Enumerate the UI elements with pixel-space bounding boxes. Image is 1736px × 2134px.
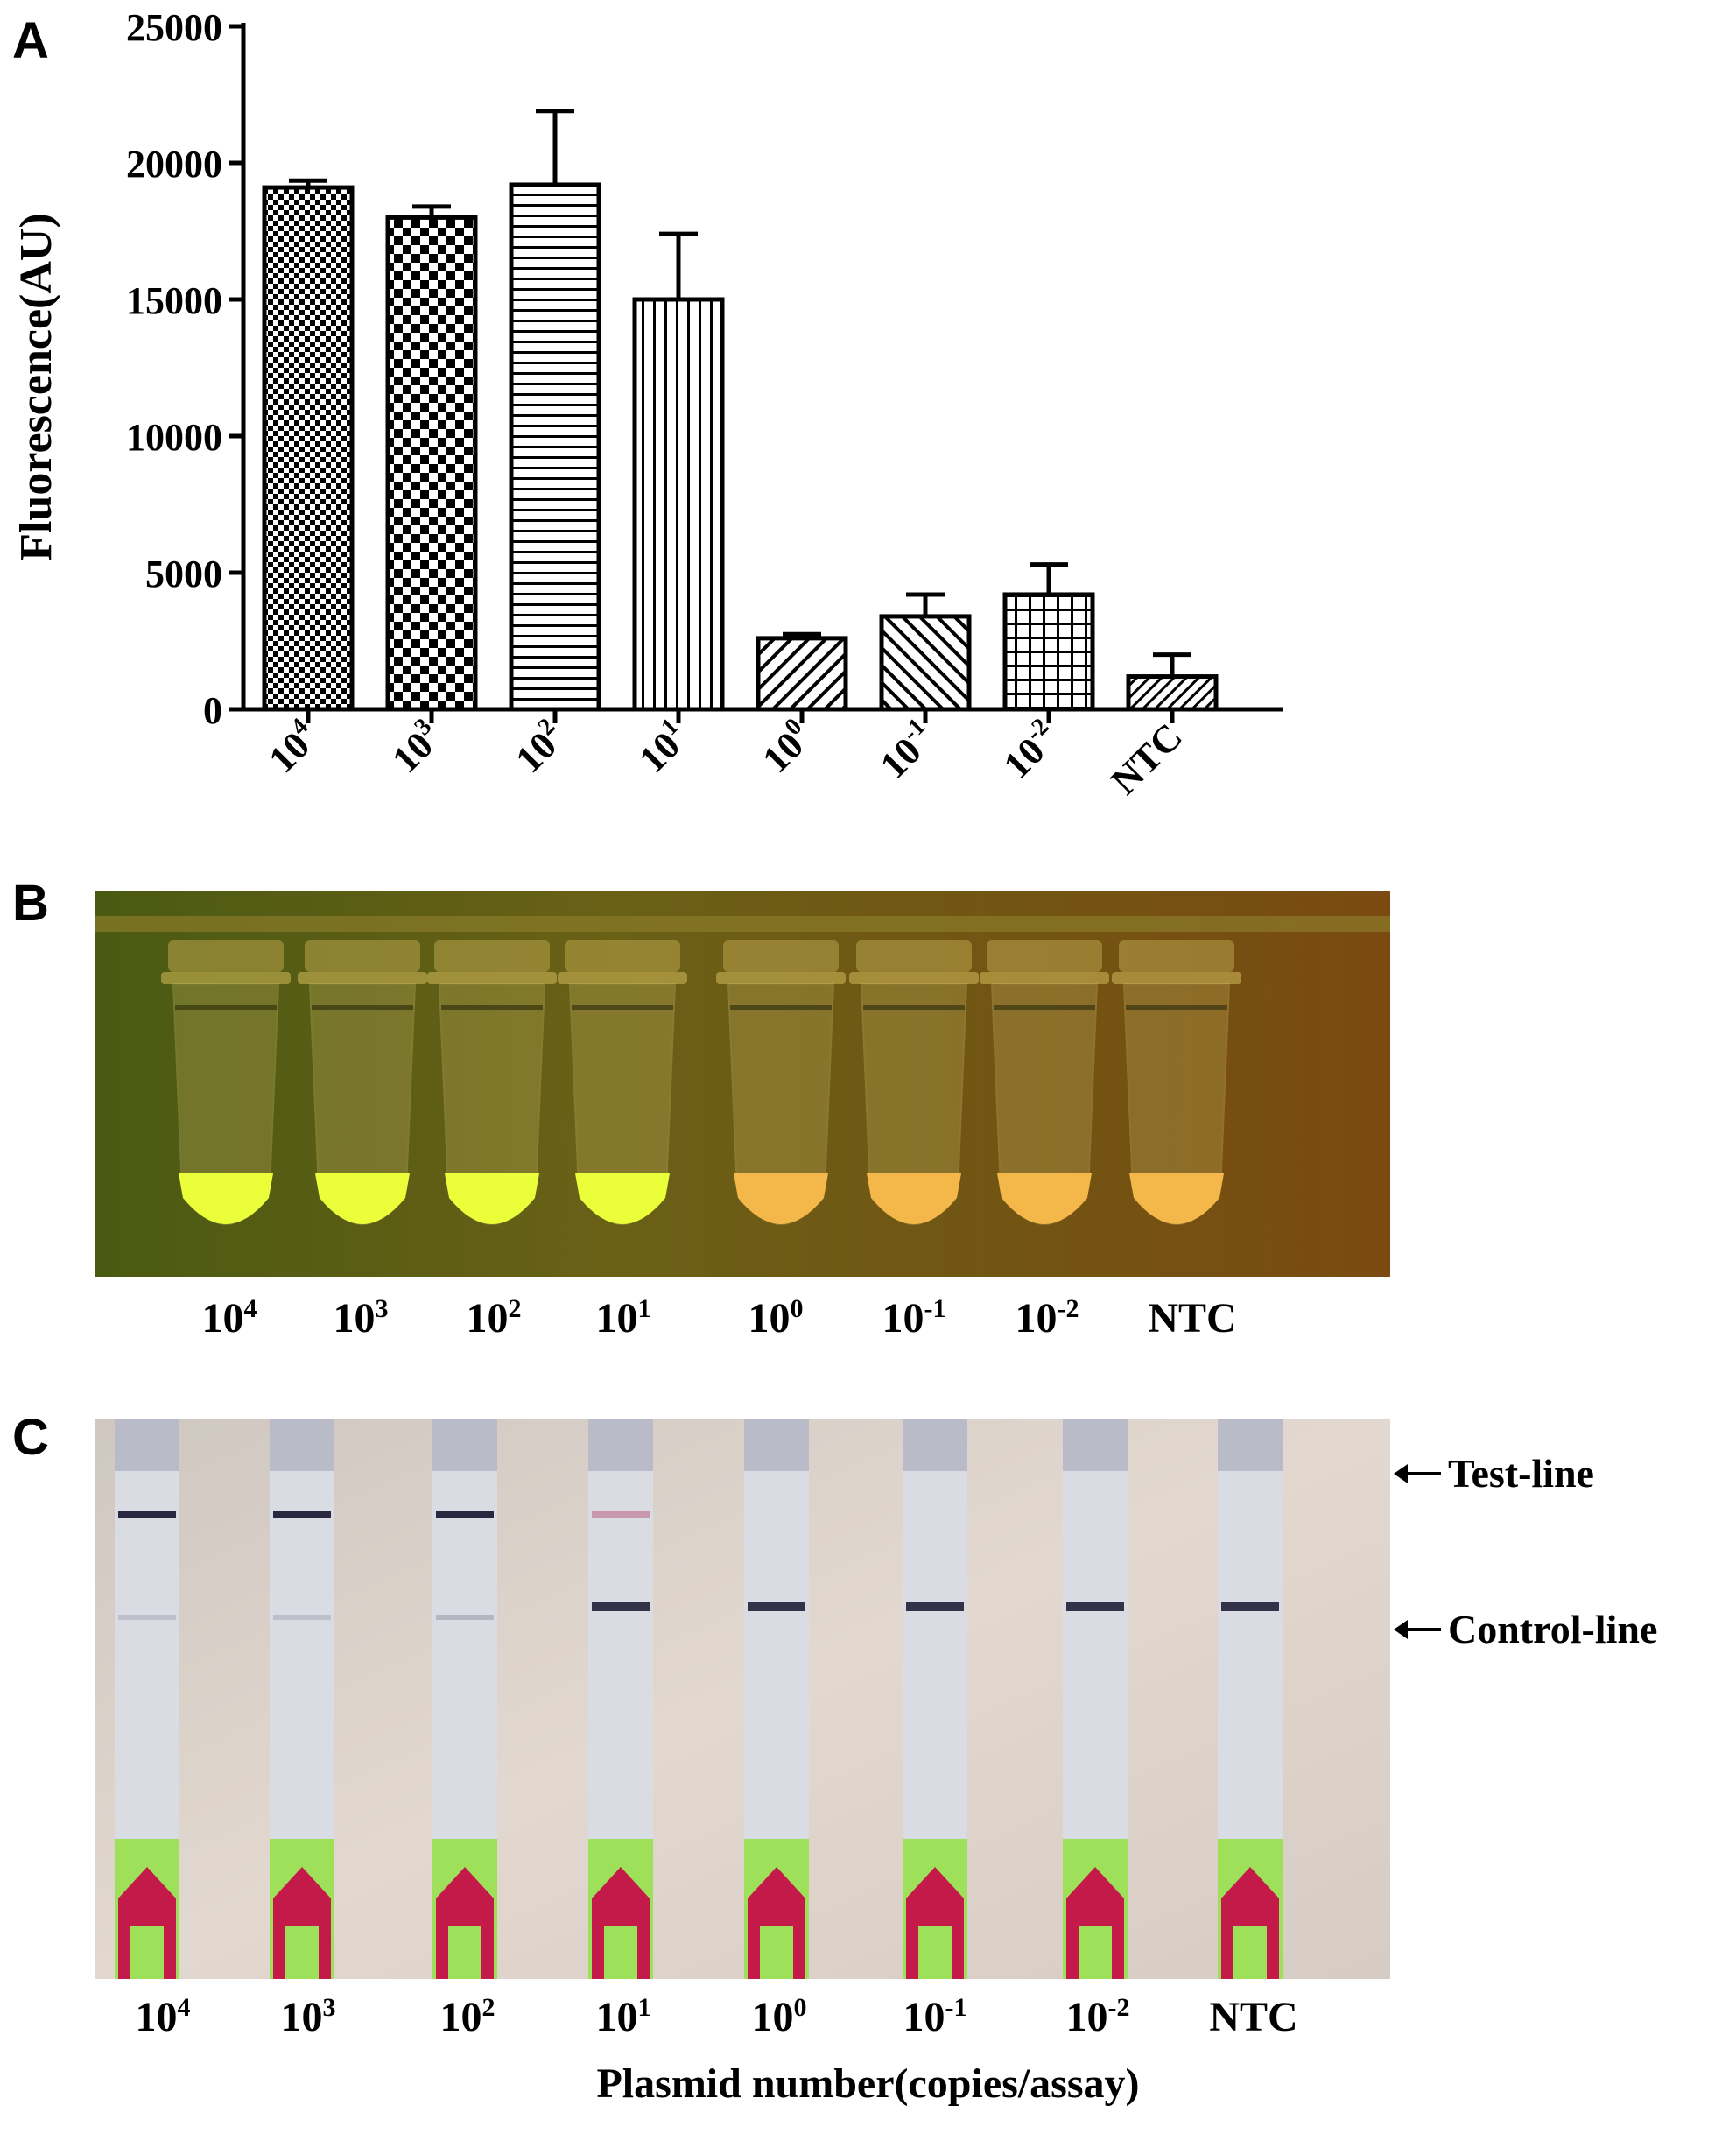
- y-tick-label: 25000: [126, 6, 222, 49]
- sample-label: 101: [595, 1993, 651, 2040]
- strip-photo: [95, 1419, 1390, 1979]
- sample-label: 10-2: [1015, 1294, 1079, 1342]
- lateral-flow-strip: [903, 1419, 967, 1979]
- strip-arrow-marker: [436, 1867, 494, 1979]
- x-tick-label: 10-2: [994, 713, 1067, 786]
- arrow-left-icon: [1394, 1619, 1441, 1639]
- plasmid-number-axis-title: Plasmid number(copies/assay): [596, 2060, 1140, 2107]
- sample-label: 10-1: [882, 1294, 946, 1342]
- x-tick-label: 10-1: [870, 713, 944, 786]
- control-line-band: [1066, 1602, 1124, 1611]
- fluorescence-bar-chart: 0 5000 10000 15000 20000 25000 104 103 102 101 100…: [11, 6, 1283, 803]
- strip-arrow-marker: [906, 1867, 964, 1979]
- strip-arrow-marker: [592, 1867, 650, 1979]
- y-tick-label: 5000: [145, 553, 222, 595]
- tube: [558, 940, 687, 1225]
- sample-label: 100: [748, 1294, 804, 1342]
- bar: [1126, 674, 1219, 712]
- lateral-flow-strip: [115, 1419, 179, 1979]
- control-line-band: [906, 1602, 964, 1611]
- x-tick-label: 102: [505, 713, 573, 781]
- lateral-flow-strip: [270, 1419, 334, 1979]
- control-line-label: Control-line: [1448, 1607, 1658, 1652]
- control-line-band: [748, 1602, 805, 1611]
- tube: [849, 940, 979, 1225]
- tube-liquid: [1129, 1173, 1224, 1224]
- strip-arrow-marker: [1066, 1867, 1124, 1979]
- x-tick-label: 100: [752, 713, 820, 781]
- tube: [716, 940, 846, 1225]
- sample-label: 101: [595, 1294, 651, 1342]
- tube-sample-labels: 104 103 102 101 100 10-1 10-2 NTC: [0, 1294, 1736, 1356]
- lateral-flow-strip: [1063, 1419, 1128, 1979]
- strip-arrow-marker: [273, 1867, 331, 1979]
- tube-photo: [95, 891, 1390, 1277]
- tube: [427, 940, 557, 1225]
- sample-label: NTC: [1148, 1295, 1237, 1342]
- lateral-flow-strip: [1218, 1419, 1283, 1979]
- sample-label: 102: [439, 1993, 495, 2040]
- strip-arrow-marker: [1221, 1867, 1279, 1979]
- sample-label: 10-2: [1065, 1993, 1130, 2040]
- tube: [298, 940, 427, 1225]
- lateral-flow-strip: [588, 1419, 653, 1979]
- tube: [980, 940, 1109, 1225]
- sample-label: 104: [135, 1993, 191, 2040]
- tube: [161, 940, 291, 1225]
- control-line-band: [436, 1615, 494, 1620]
- panel-label-b: B: [12, 875, 49, 932]
- test-line-band: [118, 1511, 176, 1518]
- control-line-annotation: Control-line: [1394, 1606, 1658, 1652]
- y-tick-label: 15000: [126, 279, 222, 322]
- y-axis-title: Fluorescence(AU): [11, 213, 61, 561]
- strip-arrow-marker: [748, 1867, 805, 1979]
- bar: [879, 614, 972, 712]
- panel-label-c: C: [12, 1409, 49, 1466]
- x-tick-label: 101: [629, 713, 697, 781]
- y-tick-label: 10000: [126, 416, 222, 459]
- test-line-band: [436, 1511, 494, 1518]
- tube-liquid: [445, 1173, 539, 1224]
- sample-label: 104: [201, 1294, 257, 1342]
- tube-liquid: [867, 1173, 961, 1224]
- x-tick-label: 103: [382, 713, 450, 781]
- sample-label: 102: [466, 1294, 522, 1342]
- lateral-flow-strip: [744, 1419, 809, 1979]
- tube-liquid: [315, 1173, 410, 1224]
- bar: [756, 636, 848, 712]
- control-line-band: [1221, 1602, 1279, 1611]
- bar: [632, 297, 725, 712]
- control-line-band: [273, 1615, 331, 1620]
- tube-liquid: [575, 1173, 670, 1224]
- x-tick-label: NTC: [1103, 715, 1191, 802]
- bar: [385, 215, 478, 712]
- control-line-band: [592, 1602, 650, 1611]
- panel-label-a: A: [12, 12, 49, 69]
- bar: [1002, 592, 1095, 712]
- strip-arrow-marker: [118, 1867, 176, 1979]
- test-line-band: [273, 1511, 331, 1518]
- sample-label: 103: [280, 1993, 336, 2040]
- x-tick-label: 104: [258, 713, 327, 781]
- bar: [262, 185, 355, 712]
- sample-label: 10-1: [903, 1993, 967, 2040]
- sample-label: NTC: [1209, 1994, 1298, 2040]
- lateral-flow-strip: [432, 1419, 497, 1979]
- tube: [1112, 940, 1241, 1225]
- test-line-annotation: Test-line: [1394, 1450, 1594, 1497]
- bar: [509, 182, 601, 712]
- tube-liquid: [734, 1173, 828, 1224]
- tube-liquid: [179, 1173, 273, 1224]
- control-line-band: [118, 1615, 176, 1620]
- y-tick-label: 20000: [126, 143, 222, 186]
- tube-liquid: [997, 1173, 1092, 1224]
- sample-label: 100: [751, 1993, 807, 2040]
- strip-sample-labels: 104 103 102 101 100 10-1 10-2 NTC: [0, 1993, 1736, 2054]
- test-line-band: [592, 1511, 650, 1518]
- y-tick-label: 0: [203, 689, 222, 732]
- sample-label: 103: [333, 1294, 389, 1342]
- test-line-label: Test-line: [1448, 1451, 1594, 1496]
- arrow-left-icon: [1394, 1463, 1441, 1483]
